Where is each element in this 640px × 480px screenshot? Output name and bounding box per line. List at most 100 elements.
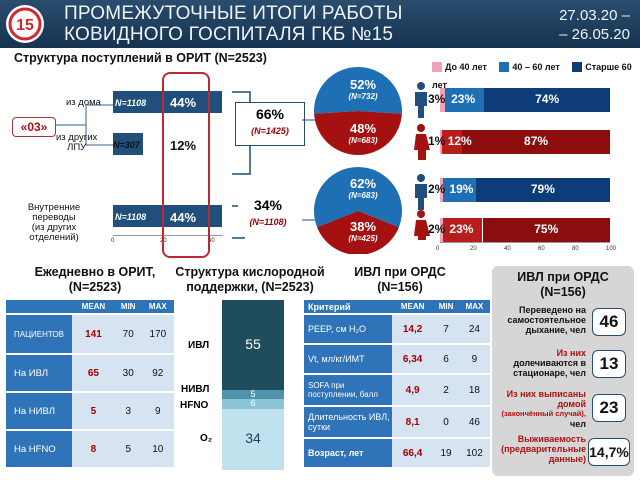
bar-home-pct: 44% <box>170 95 197 110</box>
pie-1-top-pct: 52% <box>349 77 377 92</box>
cell-max: 102 <box>458 438 490 469</box>
age-label-mid: 19% <box>449 182 474 196</box>
pie-2-top-slice <box>314 167 402 228</box>
pie-2-top-n: (N=683) <box>348 191 378 200</box>
cell-max: 9 <box>458 344 490 375</box>
age-label-lt40: 2% <box>428 222 446 236</box>
ards-title-line-2: (N=156) <box>377 280 423 294</box>
source-connector <box>56 104 114 146</box>
age-label-mid: 12% <box>447 134 472 148</box>
outcome-3-line-2: домой <box>557 399 586 409</box>
axis-tick-40: 40 <box>208 238 215 244</box>
pie-2-bottom-n: (N=425) <box>348 234 378 243</box>
outcome-4-line-1: Выживаемость <box>517 434 586 444</box>
cell-mean: 66,4 <box>392 438 434 469</box>
pie-2-bottom-pct: 38% <box>349 219 377 234</box>
group-bottom-n: (N=1108) <box>249 217 287 227</box>
cell-min: 2 <box>433 374 459 407</box>
legend-gt60: Старше 60 лет <box>432 61 632 90</box>
age-label-gt60: 74% <box>535 92 560 106</box>
legend-mid-swatch <box>499 61 510 72</box>
table-row: SOFA при поступлении, балл 4,9 2 18 <box>304 374 490 407</box>
header-bar <box>0 0 640 48</box>
cell-max: 170 <box>141 314 174 355</box>
legend-mid: 40 – 60 лет <box>512 61 560 72</box>
age-bar-gt60 <box>462 130 610 154</box>
outcome-4-line-2: (предварительные <box>501 444 586 454</box>
pie-1 <box>314 67 402 155</box>
pie-1-bottom-label: 48% (N=683) <box>335 121 391 145</box>
pie-2 <box>314 167 402 254</box>
source-other-label: из других ЛПУ <box>56 133 97 153</box>
cell-max: 18 <box>458 374 490 407</box>
daily-table: MEAN MIN MAX ПАЦИЕНТОВ 141 70 170 На ИВЛ… <box>6 300 174 469</box>
table-row: На ИВЛ 65 30 92 <box>6 354 174 393</box>
row-label: На HFNO <box>6 430 72 469</box>
bar-other-lpu <box>113 133 143 155</box>
person-female-icon-1 <box>414 124 430 160</box>
age-bar-lt40 <box>440 178 444 202</box>
age-label-lt40: 3% <box>428 92 446 106</box>
age-bar-mid <box>443 178 476 202</box>
bar-internal-n: N=1108 <box>115 212 147 222</box>
oxygen-label-nivl: НИВЛ <box>181 384 210 395</box>
table-row: На HFNO 8 5 10 <box>6 430 174 469</box>
age-label-mid: 23% <box>449 222 474 236</box>
cell-mean: 14,2 <box>392 314 434 345</box>
ards-card-title: ИВЛ при ОРДС (N=156) <box>492 270 634 300</box>
cell-mean: 65 <box>72 354 115 393</box>
pie-1-bottom-slice <box>314 111 402 155</box>
table-row: ПАЦИЕНТОВ 141 70 170 <box>6 314 174 355</box>
age-label-lt40: 2% <box>428 182 446 196</box>
pie-2-top-pct: 62% <box>349 176 377 191</box>
cell-mean: 4,9 <box>392 374 434 407</box>
internal-transfer-label: Внутренние переводы (из других отделений… <box>12 203 96 243</box>
date-line-1: 27.03.20 – <box>559 7 630 24</box>
group-bottom-box: 34% (N=1108) <box>238 197 298 237</box>
group-bottom-pct: 34% <box>253 197 283 213</box>
age-label-gt60: 79% <box>530 182 555 196</box>
person-female-icon-2 <box>414 210 430 240</box>
age-axis-tick: 60 <box>538 246 545 252</box>
bar-home <box>113 91 222 113</box>
ards-title: ИВЛ при ОРДС (N=156) <box>330 265 470 295</box>
cell-max: 46 <box>458 406 490 439</box>
row-label: На ИВЛ <box>6 354 72 393</box>
pies-group <box>314 67 402 254</box>
cell-min: 5 <box>114 430 142 469</box>
title-line-1: ПРОМЕЖУТОЧНЫЕ ИТОГИ РАБОТЫ <box>64 3 403 24</box>
age-axis-tick: 40 <box>504 246 511 252</box>
outcome-2-value: 13 <box>592 350 626 378</box>
outcome-2-line-3: стационаре, чел <box>513 368 586 378</box>
cell-min: 7 <box>433 314 459 345</box>
age-axis-tick: 80 <box>572 246 579 252</box>
oxygen-segment-hfno <box>222 399 284 409</box>
daily-title-line-1: Ежедневно в ОРИТ, <box>34 265 156 279</box>
oxygen-value-ivl: 55 <box>245 336 261 352</box>
legend-gt60-swatch <box>572 61 583 72</box>
age-bar-lt40 <box>440 88 446 112</box>
outcome-1-label: Переведено на самостоятельное дыхание, ч… <box>496 305 586 335</box>
person-icons <box>414 82 430 240</box>
internal-line-1: Внутренние <box>27 202 81 213</box>
oxygen-label-ivl: ИВЛ <box>188 340 210 351</box>
cell-min: 0 <box>433 406 459 439</box>
row-label: Длительность ИВЛ, сутки <box>304 406 392 439</box>
oxygen-title-line-1: Структура кислородной <box>175 265 325 279</box>
date-line-2: – 26.05.20 <box>559 26 630 43</box>
oxygen-value-nivl: 5 <box>250 389 256 399</box>
row-label: ПАЦИЕНТОВ <box>6 314 72 355</box>
oxygen-label-hfno: HFNO <box>180 400 209 411</box>
group-top-pct: 66% <box>255 106 285 122</box>
row-label: SOFA при поступлении, балл <box>304 374 392 407</box>
cell-min: 6 <box>433 344 459 375</box>
age-stacked-bars: 3% 23% 74% 1% 12% 87% 2% 19% 79% 2% 23% 75% <box>428 84 610 244</box>
row-label: Vt, мл/кг/ИМТ <box>304 344 392 375</box>
daily-header-mean: MEAN <box>72 300 115 315</box>
daily-title-line-2: (N=2523) <box>68 280 122 294</box>
ards-table: Критерий MEAN MIN MAX PEEP, см H₂O 14,2 … <box>304 300 490 469</box>
axis-tick-0: 0 <box>111 238 115 244</box>
outcome-4-line-3: данные) <box>548 454 586 464</box>
age-bar-mid <box>441 130 463 154</box>
pie-2-top-label: 62% (N=683) <box>335 176 391 200</box>
